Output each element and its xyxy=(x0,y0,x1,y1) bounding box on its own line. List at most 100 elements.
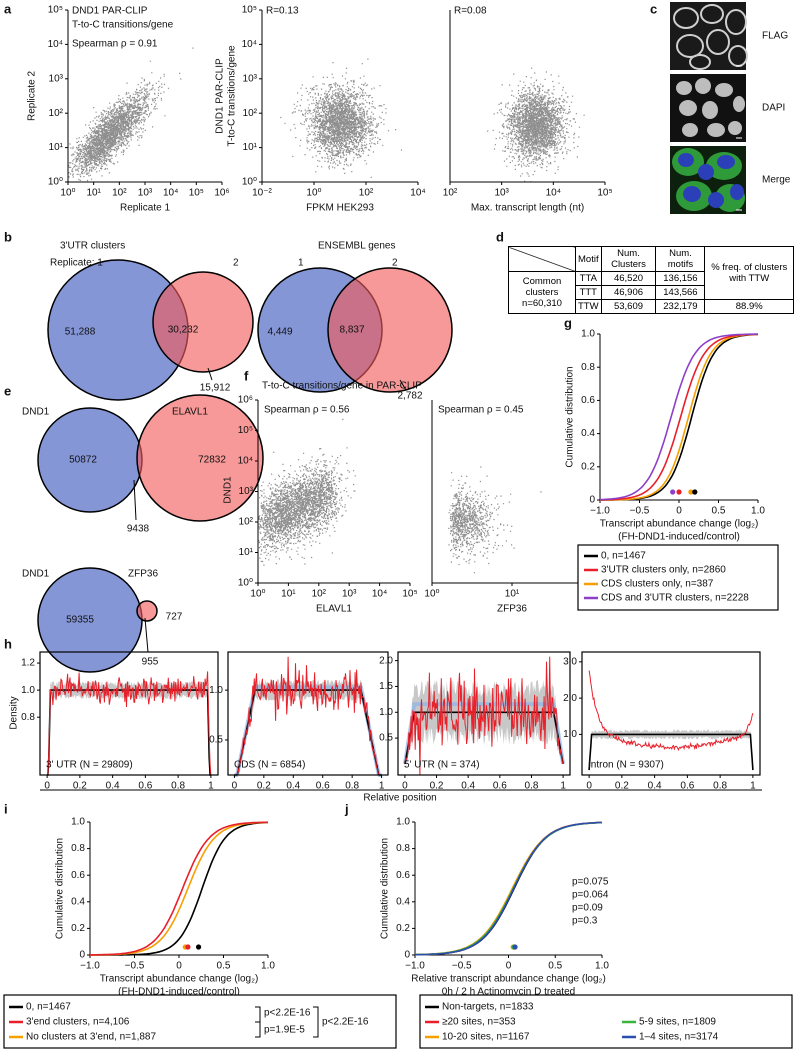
x-tick-label: 10⁵ xyxy=(189,188,204,199)
plot-name: 3' UTR (N = 29809) xyxy=(46,760,133,771)
plot-frame xyxy=(581,651,761,776)
p-value: p<2.2E-16 xyxy=(322,1017,369,1028)
legend-entry: 3'UTR clusters only, n=2860 xyxy=(601,565,726,576)
x-tick-label: 10³ xyxy=(138,188,153,199)
annotation: Spearman ρ = 0.56 xyxy=(264,405,350,416)
leader-line xyxy=(144,617,149,653)
cdf-curve xyxy=(414,821,603,956)
x-tick-label: 0.6 xyxy=(680,781,694,792)
x-tick-label: 10¹ xyxy=(505,589,520,600)
x-tick-label: 10⁻² xyxy=(252,188,272,199)
y-tick-label: 10³ xyxy=(49,73,64,84)
x-tick-label: 10⁰ xyxy=(306,188,321,199)
x-axis-label: (FH-DND1-induced/control) xyxy=(118,987,240,998)
x-axis-label: Transcript abundance change (log₂) xyxy=(100,974,259,985)
y-tick-label: 0.6 xyxy=(396,870,410,881)
venn-set xyxy=(136,600,158,622)
x-axis-label: Replicate 1 xyxy=(120,203,170,214)
y-tick-label: 1.0 xyxy=(21,685,35,696)
cdf-curve xyxy=(600,333,759,501)
median-dot xyxy=(670,489,676,495)
y-tick-label: 2.0 xyxy=(379,655,393,666)
density-observed xyxy=(47,671,212,776)
set-label: 1 xyxy=(298,258,304,269)
cdf-curve xyxy=(599,333,758,501)
y-tick-label: 10¹ xyxy=(49,142,64,153)
median-dot xyxy=(195,944,202,950)
density-observed xyxy=(588,670,754,752)
plot-title: R=0.13 xyxy=(266,6,299,17)
venn-title: 3'UTR clusters xyxy=(60,241,125,252)
cdf-curve xyxy=(600,333,759,501)
y-tick-label: 0.8 xyxy=(71,843,85,854)
x-tick-label: −0.5 xyxy=(452,961,472,972)
x-tick-label: 0 xyxy=(676,506,682,517)
x-tick-label: 0.8 xyxy=(171,781,185,792)
x-tick-label: 10⁵ xyxy=(402,589,417,600)
legend-entry: 10-20 sites, n=1167 xyxy=(442,1032,530,1043)
y-tick-label: 10² xyxy=(239,517,254,528)
median-dot xyxy=(512,944,518,950)
panel-label: d xyxy=(496,229,504,244)
p-value: p=0.09 xyxy=(572,903,603,914)
y-tick-label: 1.5 xyxy=(379,681,393,692)
y-tick-label: 10⁴ xyxy=(242,39,257,50)
set-label: Replicate: 1 xyxy=(50,258,103,269)
cell: 143,566 xyxy=(655,285,706,300)
cell: Common clusters n=60,310 xyxy=(508,271,576,314)
x-tick-label: 0.8 xyxy=(345,781,359,792)
x-tick-label: 1 xyxy=(560,781,566,792)
cell: 232,179 xyxy=(655,299,706,314)
x-tick-label: 0.4 xyxy=(648,781,662,792)
y-tick-label: 10² xyxy=(49,108,64,119)
y-axis-label: Density xyxy=(9,696,20,729)
y-tick-label: 0.2 xyxy=(396,923,410,934)
flag-cells xyxy=(673,4,748,70)
x-tick-label: 0.5 xyxy=(217,961,231,972)
cell: 46,520 xyxy=(600,271,657,286)
y-tick-label: 0.4 xyxy=(396,896,410,907)
panel-label: c xyxy=(650,1,657,16)
x-tick-label: −0.5 xyxy=(125,961,145,972)
x-tick-label: 0.6 xyxy=(138,781,152,792)
venn-set xyxy=(327,267,453,393)
y-tick-label: 10⁶ xyxy=(238,395,253,406)
median-dot xyxy=(692,489,698,495)
y-tick-label: 10⁵ xyxy=(242,5,257,16)
bracket xyxy=(313,1006,319,1038)
y-tick-label: 1.0 xyxy=(379,707,393,718)
legend-entry: Non-targets, n=1833 xyxy=(442,1002,534,1013)
y-tick-label: 1.0 xyxy=(563,729,577,740)
plot-name: 5' UTR (N = 374) xyxy=(404,760,480,771)
cell: Motif xyxy=(575,246,602,272)
x-axis-label: Relative transcript abundance change (lo… xyxy=(411,974,606,985)
row-group: n=60,310 xyxy=(522,298,562,309)
legend-box xyxy=(577,544,779,611)
panel-label: f xyxy=(244,368,249,383)
x-tick-label: 0.6 xyxy=(316,781,330,792)
y-tick-label: 1.0 xyxy=(396,817,410,828)
x-tick-label: 10² xyxy=(359,188,374,199)
x-tick-label: −0.5 xyxy=(630,506,650,517)
x-tick-label: 10⁰ xyxy=(60,188,75,199)
x-axis-label: Relative position xyxy=(363,793,436,804)
y-tick-label: 10³ xyxy=(239,486,254,497)
y-tick-label: 1.2 xyxy=(21,658,35,669)
cdf-curve xyxy=(90,821,269,956)
panel-label: h xyxy=(4,636,12,651)
x-tick-label: 0 xyxy=(232,781,238,792)
count-label: 50872 xyxy=(69,455,97,466)
cell: 46,906 xyxy=(600,285,657,300)
x-axis-label: (FH-DND1-induced/control) xyxy=(618,532,740,543)
x-tick-label: 0 xyxy=(506,961,512,972)
merge-cells xyxy=(672,148,745,212)
legend-entry: No clusters at 3'end, n=1,887 xyxy=(26,1032,156,1043)
density-observed xyxy=(234,656,382,776)
y-tick-label: 0.6 xyxy=(71,870,85,881)
count-label: 59355 xyxy=(66,615,94,626)
y-axis-label: DND1 PAR-CLIP xyxy=(215,58,226,134)
p-value: p=0.3 xyxy=(572,916,598,927)
x-tick-label: 1 xyxy=(379,781,385,792)
set-label: 2 xyxy=(233,258,239,269)
x-tick-label: 1 xyxy=(208,781,214,792)
